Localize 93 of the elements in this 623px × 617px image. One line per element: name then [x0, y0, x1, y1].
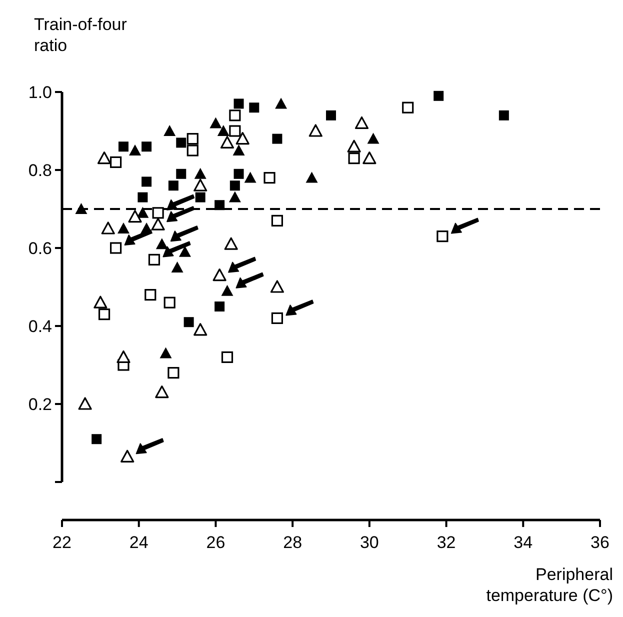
x-tick-label: 30	[360, 533, 379, 552]
point	[116, 350, 130, 363]
point	[194, 178, 208, 192]
point	[160, 347, 172, 358]
point	[156, 238, 168, 250]
point	[436, 230, 448, 242]
point	[120, 450, 134, 462]
point	[151, 218, 165, 230]
point	[326, 110, 336, 120]
point	[176, 168, 186, 179]
point	[138, 192, 148, 202]
point	[217, 125, 230, 136]
y-tick-label: 1.0	[28, 82, 52, 102]
point	[194, 323, 208, 336]
point	[195, 192, 206, 202]
point	[229, 125, 241, 137]
point	[168, 180, 178, 191]
point	[168, 367, 180, 379]
x-tick-label: 22	[52, 533, 72, 552]
point	[234, 168, 244, 179]
point	[362, 152, 376, 164]
point	[144, 289, 156, 301]
point	[176, 138, 186, 148]
point	[271, 214, 283, 226]
point	[275, 98, 288, 109]
point	[129, 144, 142, 156]
point	[118, 142, 128, 152]
point	[164, 125, 176, 136]
point	[101, 222, 115, 234]
point	[98, 308, 110, 320]
point	[75, 203, 88, 214]
point	[306, 172, 318, 183]
y-axis-title: Train-of-four ratio	[34, 15, 128, 55]
point	[229, 110, 241, 122]
point	[171, 262, 184, 272]
point	[402, 102, 414, 114]
point	[244, 172, 256, 183]
point	[78, 397, 92, 410]
point	[271, 312, 283, 324]
point	[367, 132, 380, 144]
point	[136, 206, 149, 218]
point	[221, 284, 234, 296]
point	[264, 172, 276, 184]
point	[230, 180, 240, 191]
point	[308, 124, 322, 137]
point	[347, 140, 361, 152]
point	[228, 191, 241, 202]
point	[194, 168, 206, 179]
point	[214, 200, 225, 210]
point	[354, 116, 369, 129]
point	[92, 434, 102, 444]
point	[498, 110, 509, 120]
x-tick-label: 24	[129, 533, 148, 552]
point	[236, 132, 250, 145]
point	[212, 268, 226, 282]
point	[94, 296, 108, 308]
point	[110, 156, 122, 168]
y-tick-label: 0.4	[28, 316, 52, 336]
x-tick-label: 26	[206, 533, 226, 552]
x-tick-label: 28	[283, 533, 302, 552]
point	[97, 152, 112, 164]
point	[110, 242, 122, 254]
point	[232, 144, 245, 156]
point	[164, 296, 176, 308]
x-tick-label: 36	[590, 533, 610, 552]
point	[152, 207, 164, 219]
point	[221, 351, 234, 363]
point	[128, 210, 142, 223]
point	[214, 302, 225, 312]
point	[272, 134, 282, 144]
point	[220, 136, 234, 148]
point	[186, 144, 198, 156]
x-tick-label: 34	[514, 533, 533, 552]
y-tick-label: 0.2	[28, 394, 52, 414]
y-tick-label: 0.8	[28, 160, 52, 180]
point	[155, 386, 169, 398]
point	[348, 152, 360, 164]
point	[184, 317, 194, 328]
point	[178, 246, 191, 257]
point	[434, 90, 444, 101]
point	[249, 102, 260, 113]
y-tick-label: 0.6	[28, 238, 52, 258]
point	[142, 176, 152, 187]
point	[224, 237, 238, 250]
point	[142, 142, 152, 152]
point	[210, 117, 222, 128]
point	[117, 222, 130, 234]
x-tick-label: 32	[436, 533, 456, 552]
point	[234, 98, 244, 109]
point	[186, 133, 198, 145]
point	[270, 280, 284, 293]
point	[148, 254, 160, 266]
x-axis-title: Peripheral temperature (C°)	[486, 565, 613, 605]
